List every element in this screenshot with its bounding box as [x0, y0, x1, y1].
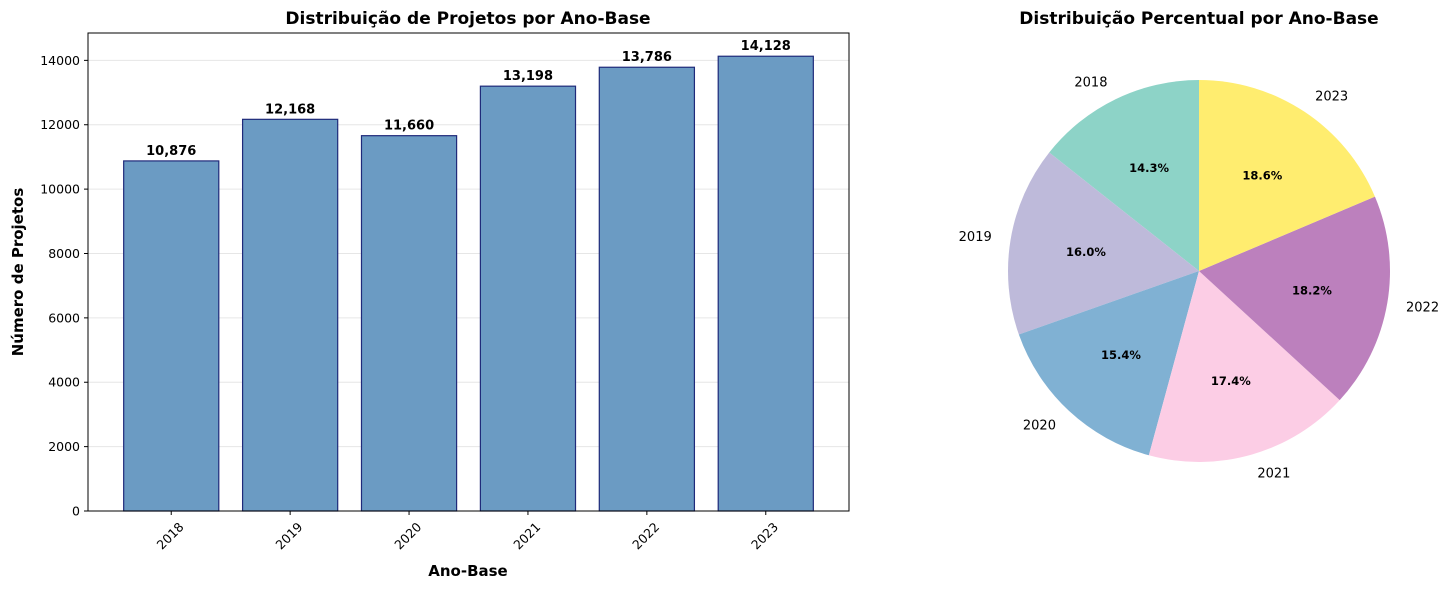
bar — [717, 55, 814, 512]
pie-category-label: 2018 — [1074, 75, 1107, 90]
bar-chart-bars — [123, 55, 814, 512]
bar — [598, 66, 696, 512]
bar-y-tick-label: 6000 — [48, 310, 80, 325]
pie-slice — [1199, 80, 1375, 271]
bar-y-tick-label: 2000 — [48, 439, 80, 454]
bar-chart-x-axis-label: Ano-Base — [428, 562, 507, 580]
bar — [479, 85, 577, 512]
pie-category-label: 2021 — [1257, 466, 1290, 481]
pie-slice — [1008, 152, 1199, 335]
bar-y-tick-label: 14000 — [40, 53, 80, 68]
bar-chart-frame — [87, 32, 850, 512]
bar-x-tick-label: 2021 — [510, 519, 543, 552]
pie-percent-label: 16.0% — [1066, 245, 1106, 259]
pie-slice — [1199, 196, 1390, 401]
bar-y-tick-label: 0 — [72, 504, 80, 519]
bar — [360, 135, 458, 512]
bar — [123, 160, 220, 512]
bar-chart-title: Distribuição de Projetos por Ano-Base — [285, 9, 650, 29]
pie-category-labels: 2018 2019 2020 2021 2022 2023 — [959, 75, 1439, 481]
bar-x-tick-label: 2018 — [154, 519, 187, 552]
bar-x-tick-label: 2020 — [391, 519, 424, 552]
bar-y-tick-label: 8000 — [48, 246, 80, 261]
pie-percent-label: 15.4% — [1101, 348, 1141, 362]
pie-slice — [1148, 271, 1340, 463]
pie-percent-label: 18.2% — [1292, 284, 1332, 298]
bar-y-tick-label: 12000 — [40, 117, 80, 132]
bar-value-label: 13,198 — [503, 69, 553, 84]
pie-slice — [1018, 271, 1199, 456]
bar-value-label: 13,786 — [622, 50, 672, 65]
pie-percent-labels: 14.3% 16.0% 15.4% 17.4% 18.2% 18.6% — [1066, 161, 1332, 388]
pie-percent-label: 18.6% — [1242, 168, 1282, 182]
bar-y-tick-label: 4000 — [48, 375, 80, 390]
pie-category-label: 2019 — [959, 230, 992, 245]
pie-category-label: 2020 — [1023, 418, 1056, 433]
bar-value-label: 12,168 — [265, 102, 315, 117]
pie-slices — [1008, 80, 1390, 463]
bar-value-label: 11,660 — [384, 119, 434, 134]
pie-chart-title: Distribuição Percentual por Ano-Base — [1019, 9, 1378, 29]
bar-chart-y-axis-label: Número de Projetos — [9, 188, 27, 357]
bar-value-label: 14,128 — [741, 39, 791, 54]
bar — [241, 118, 339, 512]
bar-x-tick-label: 2022 — [629, 519, 662, 552]
pie-category-label: 2023 — [1315, 89, 1348, 104]
bar-chart: Distribuição de Projetos por Ano-Base 10… — [9, 9, 850, 580]
pie-category-label: 2022 — [1406, 300, 1439, 315]
bar-chart-y-ticks: 0 2000 4000 6000 8000 10000 12000 14000 — [40, 53, 88, 519]
pie-chart: Distribuição Percentual por Ano-Base 14.… — [959, 9, 1439, 481]
pie-percent-label: 14.3% — [1129, 161, 1169, 175]
pie-slice — [1049, 80, 1199, 271]
bar-value-label: 10,876 — [146, 144, 196, 159]
pie-percent-label: 17.4% — [1211, 374, 1251, 388]
bar-x-tick-label: 2023 — [748, 519, 781, 552]
bar-y-tick-label: 10000 — [40, 182, 80, 197]
bar-value-labels: 10,876 12,168 11,660 13,198 13,786 14,128 — [146, 39, 791, 159]
bar-chart-x-ticks: 2018 2019 2020 2021 2022 2023 — [154, 511, 781, 552]
bar-x-tick-label: 2019 — [272, 519, 305, 552]
